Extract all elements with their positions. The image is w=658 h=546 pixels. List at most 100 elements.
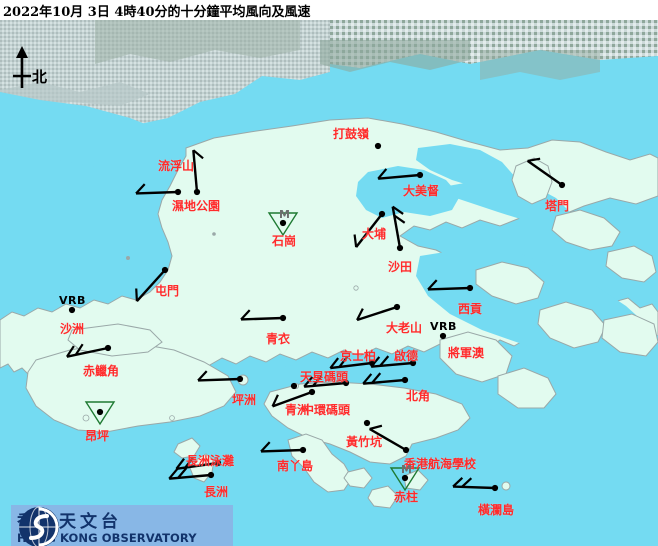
barb-feather (362, 373, 373, 385)
station-dot[interactable] (68, 306, 76, 314)
wind-barbs-layer (65, 142, 566, 492)
station-dot[interactable] (491, 484, 499, 492)
wind-station-29[interactable] (452, 477, 499, 492)
barb-feather (356, 308, 364, 321)
wind-station-19[interactable] (362, 372, 409, 385)
station-dot[interactable] (236, 375, 244, 383)
station-label-27: 香港航海學校 (404, 457, 477, 471)
barb-shaft (330, 361, 373, 370)
wind-station-12[interactable] (240, 309, 287, 322)
barb-feather (461, 477, 473, 488)
barb-feather (184, 456, 194, 469)
station-dot[interactable] (299, 446, 307, 454)
station-dot[interactable] (402, 446, 410, 454)
wind-station-23[interactable] (175, 456, 222, 471)
barb-feather (177, 467, 188, 479)
station-dot[interactable] (207, 471, 215, 479)
station-dot[interactable] (409, 359, 417, 367)
station-dot[interactable] (466, 284, 474, 292)
station-dot[interactable] (174, 188, 182, 196)
barb-shaft (356, 305, 398, 322)
station-dot[interactable] (193, 188, 201, 196)
station-dot[interactable] (96, 408, 104, 416)
barb-feather (427, 279, 438, 291)
barb-feather (393, 214, 406, 224)
station-dot[interactable] (378, 210, 386, 218)
barb-shaft (272, 390, 313, 408)
wind-station-16[interactable] (370, 355, 417, 368)
barb-feather (260, 441, 271, 453)
wind-station-3[interactable] (267, 212, 299, 237)
station-dot[interactable] (558, 181, 566, 189)
station-dot[interactable] (401, 376, 409, 384)
station-dot[interactable] (290, 382, 298, 390)
barb-feather (338, 356, 348, 368)
wind-station-15[interactable] (329, 356, 376, 370)
station-dot[interactable] (279, 219, 287, 227)
barb-feather (135, 288, 138, 302)
station-dot[interactable] (161, 266, 169, 274)
wind-station-20[interactable] (271, 388, 316, 408)
station-dot[interactable] (416, 171, 424, 179)
station-label-6: 大埔 (362, 227, 387, 241)
map-canvas[interactable]: 打鼓嶺 流浮山 濕地公園 石崗 M 大美督 塔門 大埔 沙田 屯門 沙洲 VRB 赤鱲角 昂坪 青衣 大老山 西… (0, 20, 658, 546)
calm-triangle-icon (84, 401, 116, 426)
station-label-2: 濕地公園 (172, 199, 221, 213)
barb-feather (168, 468, 179, 480)
station-dot[interactable] (214, 459, 222, 467)
station-label-4: 大美督 (403, 184, 440, 198)
station-dot[interactable] (279, 314, 287, 322)
barb-feather (329, 357, 340, 369)
wind-station-8[interactable] (135, 266, 169, 303)
wind-station-27[interactable] (369, 424, 410, 454)
wind-station-21[interactable] (290, 382, 298, 390)
wind-station-10[interactable] (65, 343, 112, 358)
wind-station-17[interactable] (439, 332, 447, 340)
barb-shaft (135, 190, 179, 195)
station-dot[interactable] (104, 344, 112, 352)
barb-shaft (355, 213, 383, 248)
wind-station-11[interactable] (84, 401, 116, 426)
station-dot[interactable] (401, 474, 409, 482)
wind-station-2[interactable] (135, 183, 182, 196)
barb-feather (353, 234, 358, 248)
station-dot[interactable] (396, 244, 404, 252)
wind-station-5[interactable] (526, 157, 566, 189)
calm-triangle-icon (267, 212, 299, 237)
title-bar: 2022年10月 3日 4時40分的十分鐘平均風向及風速 (0, 0, 658, 20)
station-dot[interactable] (374, 142, 382, 150)
barb-feather (369, 424, 383, 431)
station-dot[interactable] (342, 379, 350, 387)
barb-feather (452, 477, 464, 488)
barb-shaft (260, 448, 304, 453)
station-dot[interactable] (308, 388, 316, 396)
barb-feather (303, 376, 314, 388)
wind-station-25[interactable] (260, 441, 307, 454)
hko-logo: 香港天文台 HONG KONG OBSERVATORY (11, 505, 233, 546)
wind-station-4[interactable] (377, 168, 424, 180)
wind-station-22[interactable] (197, 370, 244, 383)
wind-station-14[interactable] (427, 279, 474, 292)
wind-station-6[interactable] (353, 210, 386, 248)
wind-station-13[interactable] (356, 303, 401, 322)
barb-shaft (391, 206, 402, 249)
wind-station-9[interactable] (68, 306, 76, 314)
barb-shaft (526, 159, 563, 186)
wind-station-28[interactable] (389, 467, 421, 492)
hko-logo-english: HONG KONG OBSERVATORY (17, 530, 197, 545)
wind-station-0[interactable] (374, 142, 382, 150)
wind-station-26[interactable] (363, 419, 371, 427)
wind-station-7[interactable] (391, 205, 406, 252)
station-dot[interactable] (363, 419, 371, 427)
wind-station-18[interactable] (303, 375, 350, 388)
station-dot[interactable] (393, 303, 401, 311)
vrb-marker-17: VRB (430, 320, 457, 333)
barb-shaft (371, 361, 414, 368)
wind-station-1[interactable] (192, 149, 204, 196)
station-label-5: 塔門 (545, 199, 570, 213)
station-dot[interactable] (439, 332, 447, 340)
barb-shaft (197, 377, 241, 382)
wind-station-24[interactable] (168, 467, 215, 480)
barb-feather (65, 345, 75, 358)
station-label-26: 黃竹坑 (346, 435, 383, 449)
